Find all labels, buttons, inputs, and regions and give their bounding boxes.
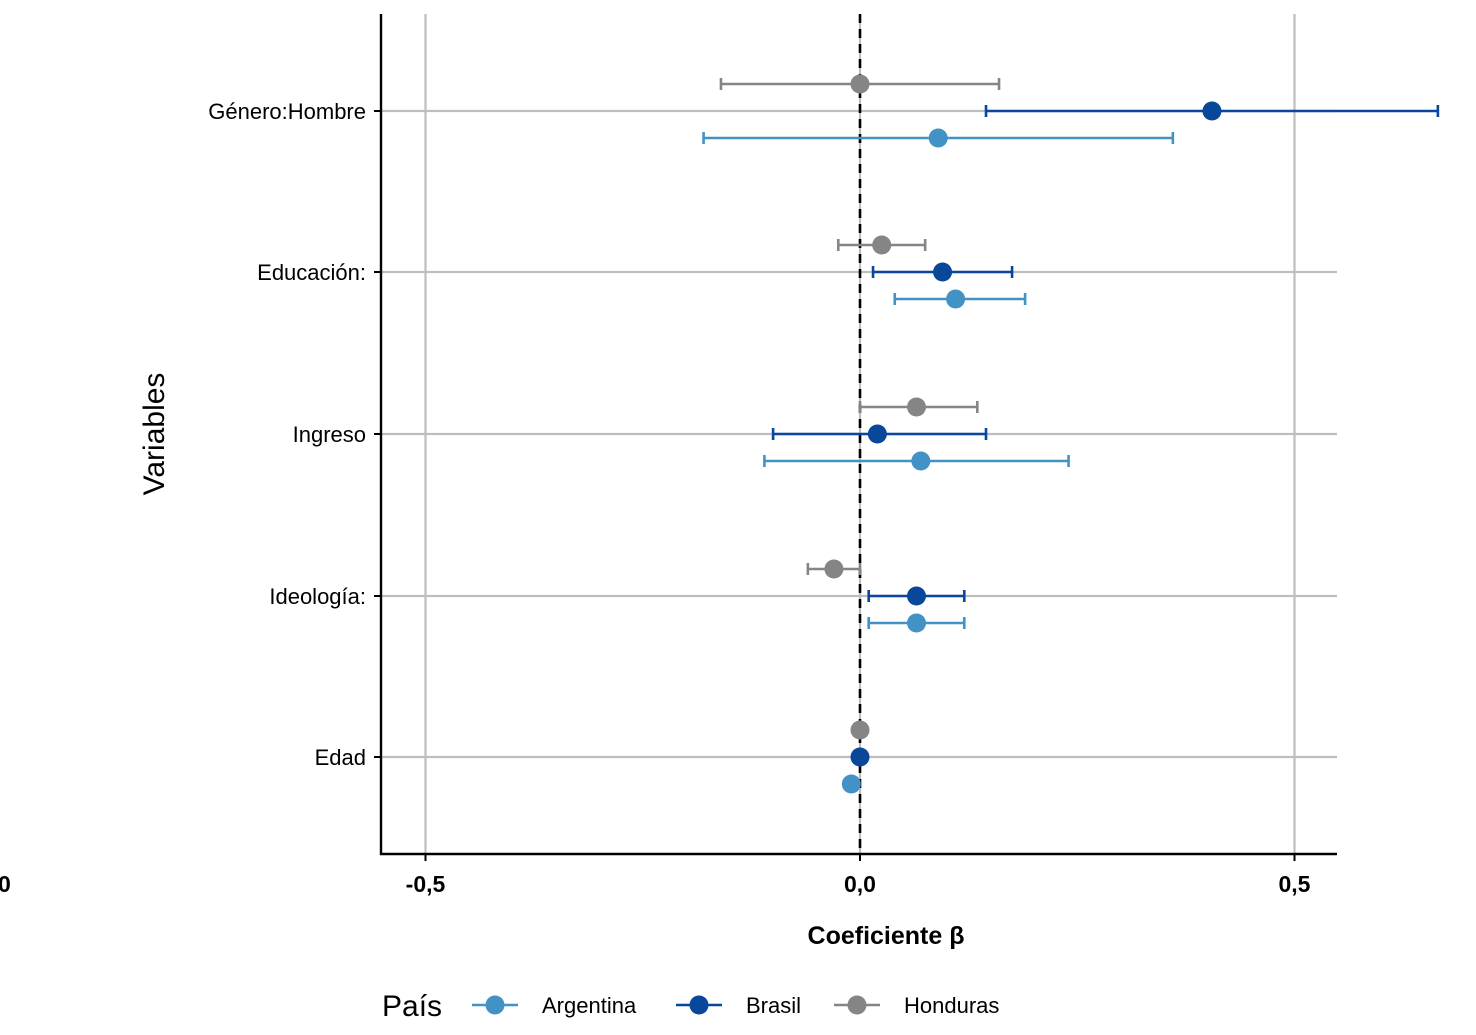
legend-label: Argentina [542, 993, 637, 1018]
legend-title: País [382, 990, 442, 1023]
legend-key-point [847, 995, 867, 1015]
y-tick-label: Género:Hombre [208, 99, 366, 124]
estimate-brasil [771, 424, 988, 444]
estimate-brasil [871, 262, 1014, 282]
grid-lines [381, 14, 1337, 854]
point-honduras [850, 720, 870, 740]
point-brasil [867, 424, 887, 444]
y-tick-label: Ingreso [293, 422, 366, 447]
point-honduras [872, 235, 892, 255]
legend-item-honduras: Honduras [834, 993, 999, 1018]
estimate-honduras [806, 559, 862, 579]
estimate-argentina [841, 774, 861, 794]
x-tick-label: 0,5 [1279, 871, 1311, 897]
y-tick-label: Educación: [257, 260, 366, 285]
point-brasil [1202, 101, 1222, 121]
estimate-brasil [850, 747, 870, 767]
estimate-argentina [763, 451, 1070, 471]
legend-label: Brasil [746, 993, 801, 1018]
y-tick-label: Edad [315, 745, 366, 770]
estimate-argentina [702, 128, 1175, 148]
point-honduras [906, 397, 926, 417]
point-brasil [933, 262, 953, 282]
estimate-brasil [984, 101, 1440, 121]
tick-labels: -1,0-0,50,00,51,0Género:HombreEducación:… [0, 99, 1311, 897]
y-tick-label: Ideología: [269, 584, 366, 609]
legend-item-brasil: Brasil [676, 993, 801, 1018]
point-honduras [850, 74, 870, 94]
x-tick-label: 0,0 [844, 871, 876, 897]
legend-key-point [689, 995, 709, 1015]
point-argentina [841, 774, 861, 794]
estimate-honduras [836, 235, 927, 255]
point-honduras [824, 559, 844, 579]
y-axis-title: Variables [138, 373, 171, 496]
legend: País Argentina Brasil Honduras [382, 990, 999, 1023]
axes [374, 14, 1337, 861]
x-tick-label: -0,5 [406, 871, 446, 897]
estimate-honduras [719, 74, 1001, 94]
legend-item-argentina: Argentina [472, 993, 637, 1018]
point-argentina [928, 128, 948, 148]
x-tick-label: -1,0 [0, 871, 11, 897]
point-argentina [946, 289, 966, 309]
point-brasil [850, 747, 870, 767]
estimate-argentina [893, 289, 1027, 309]
estimate-brasil [867, 586, 966, 606]
legend-key-point [485, 995, 505, 1015]
point-argentina [906, 613, 926, 633]
point-brasil [906, 586, 926, 606]
estimate-honduras [858, 397, 979, 417]
estimate-honduras [850, 720, 870, 740]
estimate-argentina [867, 613, 966, 633]
legend-label: Honduras [904, 993, 999, 1018]
data-marks [702, 74, 1440, 794]
point-argentina [911, 451, 931, 471]
x-axis-title: Coeficiente β [808, 922, 965, 950]
